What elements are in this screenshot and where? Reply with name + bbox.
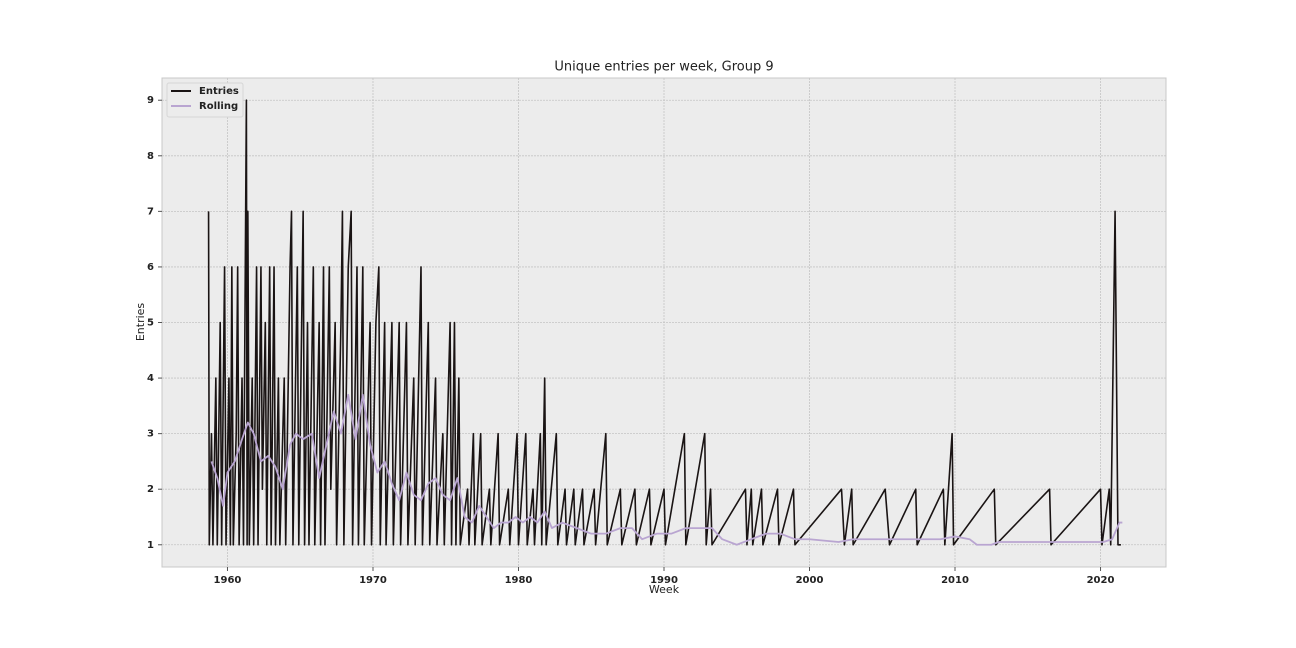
y-tick-label: 3 — [147, 429, 154, 440]
x-tick-label: 1980 — [505, 575, 533, 586]
legend-label: Entries — [199, 86, 239, 97]
x-tick-label: 1970 — [359, 575, 387, 586]
x-tick-label: 2000 — [796, 575, 824, 586]
y-tick-label: 1 — [147, 540, 154, 551]
y-axis-label: Entries — [134, 303, 147, 342]
legend: Entries Rolling — [166, 82, 244, 118]
y-tick-label: 7 — [147, 206, 154, 217]
x-axis-label: Week — [649, 583, 680, 596]
legend-label: Rolling — [199, 101, 238, 112]
x-tick-label: 1990 — [650, 575, 678, 586]
series-line — [210, 393, 1123, 546]
y-tick-label: 5 — [147, 318, 154, 329]
y-tick-label: 6 — [147, 262, 154, 273]
y-tick-label: 2 — [147, 484, 154, 495]
y-tick-label: 9 — [147, 95, 154, 106]
x-tick-label: 2020 — [1087, 575, 1115, 586]
chart-title: Unique entries per week, Group 9 — [554, 60, 773, 75]
y-tick-label: 8 — [147, 151, 154, 162]
x-tick-label: 1960 — [214, 575, 242, 586]
y-tick-label: 4 — [147, 373, 154, 384]
x-tick-label: 2010 — [941, 575, 969, 586]
lines — [207, 99, 1123, 546]
